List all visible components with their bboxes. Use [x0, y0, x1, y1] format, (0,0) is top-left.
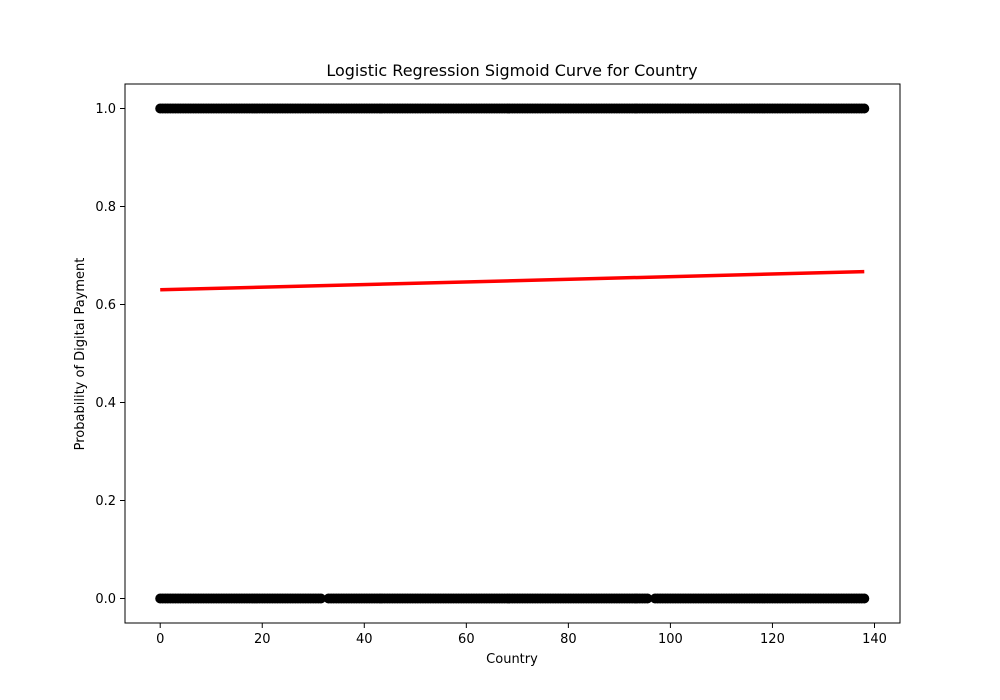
x-tick-label: 20	[254, 632, 271, 647]
plot-frame	[124, 83, 901, 624]
plot-layer: 0 20 40 60 80 100 120 140 0.0 0.2 0.4 0.6 0.8 1.0	[95, 102, 887, 647]
y-tick-label: 0.4	[95, 396, 116, 411]
sigmoid-curve	[160, 269, 865, 292]
y-tick-label: 0.0	[95, 592, 116, 607]
y-tick-label: 1.0	[95, 102, 116, 117]
data-point	[859, 593, 870, 604]
x-tick-label: 120	[760, 632, 785, 647]
y-tick-label: 0.8	[95, 200, 116, 215]
data-point	[859, 103, 870, 114]
y-tick-label: 0.2	[95, 494, 116, 509]
x-tick-label: 60	[458, 632, 475, 647]
x-tick-label: 80	[560, 632, 577, 647]
y-axis-title: Probability of Digital Payment	[73, 258, 88, 451]
data-point	[315, 593, 326, 604]
x-tick-label: 100	[658, 632, 683, 647]
x-tick-label: 140	[862, 632, 887, 647]
x-axis-title: Country	[486, 652, 538, 667]
chart-title: Logistic Regression Sigmoid Curve for Co…	[326, 61, 697, 80]
x-tick-label: 0	[156, 632, 164, 647]
x-tick-label: 40	[356, 632, 373, 647]
data-point	[642, 593, 653, 604]
y-tick-label: 0.6	[95, 298, 116, 313]
